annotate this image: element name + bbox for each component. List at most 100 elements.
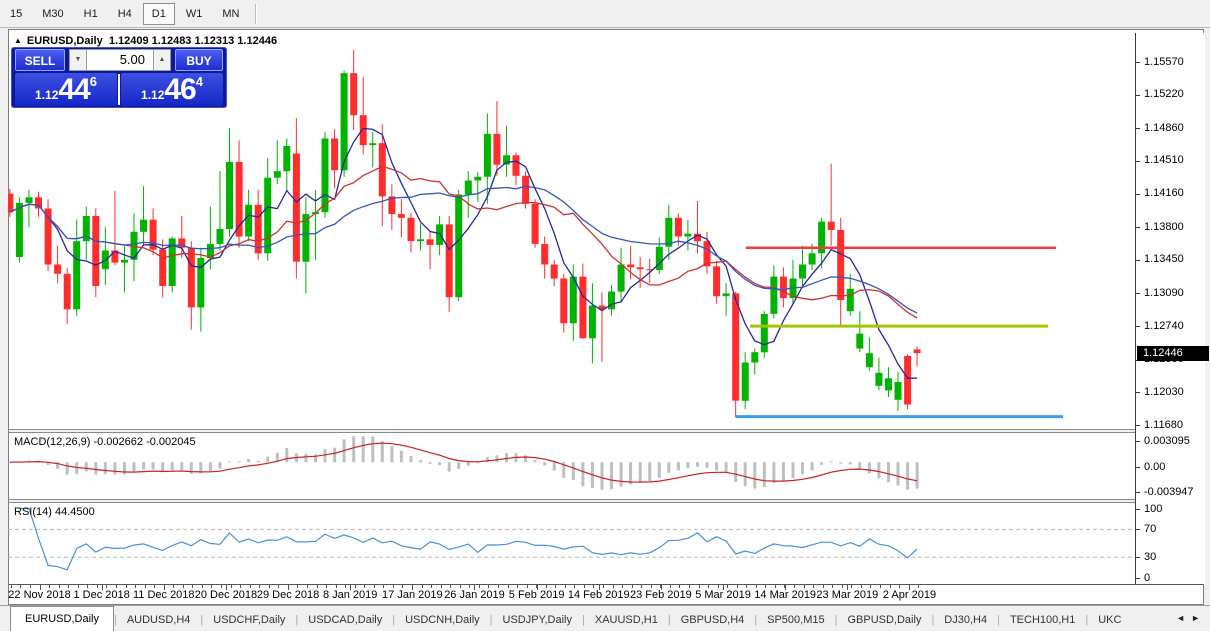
macd-panel-separator[interactable]: [9, 429, 1203, 433]
timeframe-button-m30[interactable]: M30: [42, 7, 64, 20]
time-axis-minor-tick: [259, 585, 261, 588]
time-axis-minor-tick: [431, 585, 433, 588]
time-axis-line: [9, 584, 1203, 585]
candle: [818, 217, 826, 269]
volume-input[interactable]: 5.00: [87, 49, 153, 71]
time-axis-tick: [723, 585, 725, 590]
candle: [111, 190, 119, 266]
candle: [197, 247, 205, 332]
time-axis-minor-tick: [755, 585, 757, 588]
candle: [187, 241, 195, 330]
timeframe-button-w1[interactable]: W1: [185, 7, 203, 20]
macd-indicator-panel[interactable]: [8, 433, 1135, 499]
time-axis-minor-tick: [49, 585, 51, 588]
chart-tab-usdchf[interactable]: USDCHF,Daily: [213, 614, 286, 626]
candle: [359, 76, 367, 155]
candle: [455, 189, 463, 301]
rsi-axis-label: 30: [1144, 551, 1157, 563]
chart-tab-audusd[interactable]: AUDUSD,H4: [126, 614, 191, 626]
chart-tab-tech100[interactable]: TECH100,H1: [1009, 614, 1076, 626]
candle: [627, 245, 635, 280]
time-axis-minor-tick: [20, 585, 22, 588]
rsi-line: [19, 507, 918, 571]
rsi-axis-tick: [1136, 509, 1140, 510]
tab-separator: |: [834, 614, 838, 626]
sell-button[interactable]: SELL: [15, 49, 65, 71]
price-axis-tick: [1136, 259, 1140, 261]
rsi-panel-separator[interactable]: [9, 499, 1203, 503]
sell-price-display[interactable]: 1.12 44 6: [15, 73, 117, 106]
buy-button[interactable]: BUY: [175, 49, 223, 71]
time-axis-minor-tick: [469, 585, 471, 588]
time-axis-minor-tick: [813, 585, 815, 588]
chart-tab-usdcnh[interactable]: USDCNH,Daily: [405, 614, 480, 626]
chart-tab-eurusd[interactable]: EURUSD,Daily: [10, 606, 114, 631]
time-axis-minor-tick: [192, 585, 194, 588]
candle: [436, 216, 444, 256]
price-axis-label: 1.11680: [1144, 418, 1183, 431]
candle: [732, 291, 740, 418]
time-axis-minor-tick: [335, 585, 337, 588]
time-axis-minor-tick: [526, 585, 528, 588]
candle: [340, 70, 348, 177]
buy-price-big: 46: [164, 72, 196, 106]
time-axis-minor-tick: [832, 585, 834, 588]
time-axis-minor-tick: [774, 585, 776, 588]
candle: [292, 118, 300, 279]
tab-separator: |: [997, 614, 1000, 626]
timeframe-button-d1[interactable]: D1: [142, 2, 175, 25]
time-axis-minor-tick: [77, 585, 79, 588]
candle: [799, 245, 806, 285]
candle: [646, 258, 654, 284]
candle: [302, 197, 310, 294]
time-axis-minor-tick: [660, 585, 662, 588]
timeframe-button-h4[interactable]: H4: [117, 7, 132, 20]
chart-ohlc-quotes: 1.12409 1.12483 1.12313 1.12446: [108, 35, 278, 47]
price-axis-tick: [1136, 160, 1140, 162]
price-axis-label: 1.15220: [1144, 88, 1184, 101]
candle: [865, 337, 873, 371]
timeframe-button-15[interactable]: 15: [10, 7, 23, 20]
time-axis-minor-tick: [889, 585, 891, 588]
rsi-axis-label: 100: [1144, 503, 1163, 515]
time-axis-label: 5 Feb 2019: [508, 589, 565, 601]
tab-scroll-right-icon[interactable]: ►: [1191, 613, 1206, 623]
time-axis-minor-tick: [221, 585, 222, 588]
time-axis-minor-tick: [354, 585, 356, 588]
time-axis-label: 5 Mar 2019: [695, 589, 751, 601]
chart-tab-sp500[interactable]: SP500,M15: [767, 614, 825, 626]
price-chart[interactable]: [8, 33, 1135, 429]
candle: [665, 204, 673, 260]
time-axis-minor-tick: [488, 585, 490, 588]
volume-increase-button[interactable]: ▲: [153, 49, 171, 71]
chart-tab-ukc[interactable]: UKC: [1098, 614, 1122, 626]
buy-price-base: 1.12: [141, 88, 165, 102]
volume-decrease-button[interactable]: ▼: [69, 49, 87, 71]
chart-tab-gbpusd[interactable]: GBPUSD,H4: [680, 614, 745, 626]
chart-tab-usdjpy[interactable]: USDJPY,Daily: [502, 614, 573, 626]
timeframe-button-h1[interactable]: H1: [83, 7, 98, 20]
time-axis-minor-tick: [717, 585, 719, 588]
time-axis-minor-tick: [688, 585, 690, 588]
tab-scroll-left-icon[interactable]: ◄: [1176, 613, 1192, 623]
time-axis-minor-tick: [603, 585, 604, 588]
time-axis-minor-tick: [908, 585, 910, 588]
time-axis-minor-tick: [345, 585, 347, 588]
chart-tab-xauusd[interactable]: XAUUSD,H1: [594, 614, 658, 626]
buy-price-display[interactable]: 1.12 46 4: [121, 73, 223, 106]
candle: [130, 213, 138, 282]
chart-tab-dj30[interactable]: DJ30,H4: [944, 614, 988, 626]
macd-label: MACD(12,26,9) -0.002662 -0.002045: [14, 436, 196, 448]
rsi-label: RSI(14) 44.4500: [14, 506, 95, 518]
chart-tab-usdcad[interactable]: USDCAD,Daily: [308, 614, 383, 626]
price-axis-label: 1.13800: [1144, 220, 1184, 233]
timeframe-button-mn[interactable]: MN: [222, 7, 240, 20]
collapse-panel-icon[interactable]: ▲: [14, 36, 22, 45]
time-axis-minor-tick: [297, 585, 299, 588]
candle: [44, 199, 52, 271]
chart-tab-gbpusd[interactable]: GBPUSD,Daily: [847, 614, 922, 626]
time-axis-minor-tick: [536, 585, 538, 588]
rsi-indicator-panel[interactable]: [8, 503, 1135, 584]
time-axis-minor-tick: [316, 585, 318, 588]
candle: [636, 257, 644, 288]
